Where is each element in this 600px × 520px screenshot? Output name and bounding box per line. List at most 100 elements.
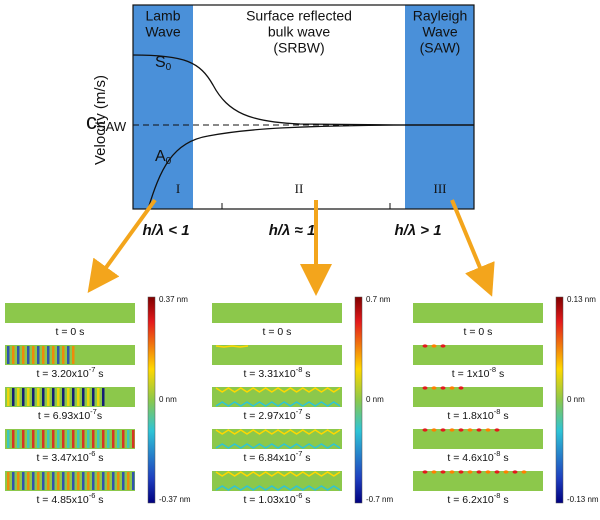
wave-pattern xyxy=(7,472,10,490)
wave-pattern xyxy=(77,472,80,490)
condition: h/λ < 1 xyxy=(142,222,189,239)
wave-pattern xyxy=(122,472,125,490)
wave-pattern xyxy=(215,471,341,477)
wave-pattern xyxy=(82,430,85,448)
time-part: t = 2.97x10 xyxy=(243,410,295,422)
wave-pattern xyxy=(62,430,65,448)
time-label: t = 3.31x10-8 s xyxy=(243,365,310,380)
time-label: t = 0 s xyxy=(464,326,493,338)
time-part: t = 6.93x10 xyxy=(38,410,90,422)
wave-pattern xyxy=(92,388,95,406)
wave-pattern xyxy=(512,470,518,474)
wave-pattern xyxy=(22,388,25,406)
time-label: t = 1.03x10-6 s xyxy=(243,491,310,506)
colorbar xyxy=(354,296,363,504)
time-label: t = 0 s xyxy=(263,326,292,338)
wave-pattern xyxy=(431,344,437,348)
wave-pattern xyxy=(449,386,455,390)
time-part: t = 0 s xyxy=(263,326,292,338)
time-part: t = 4.6x10 xyxy=(447,452,494,464)
time-part: t = 3.47x10 xyxy=(36,452,88,464)
wave-pattern xyxy=(22,472,25,490)
time-part: t = 0 s xyxy=(56,326,85,338)
time-part: -8 xyxy=(494,491,501,500)
scale-min: -0.7 nm xyxy=(366,495,393,504)
time-part: s xyxy=(500,494,508,506)
wave-pattern xyxy=(422,470,428,474)
wave-pattern xyxy=(7,346,10,364)
wave-pattern xyxy=(27,472,30,490)
wave-pattern xyxy=(431,470,437,474)
time-part: -8 xyxy=(489,365,496,374)
time-part: -6 xyxy=(89,449,96,458)
wave-pattern xyxy=(458,470,464,474)
wave-pattern xyxy=(67,472,70,490)
scale-min: -0.37 nm xyxy=(159,495,191,504)
scale-mid: 0 nm xyxy=(567,395,585,404)
wave-pattern xyxy=(27,346,30,364)
s0-main: S xyxy=(155,54,166,71)
time-part: s xyxy=(302,452,310,464)
wave-pattern xyxy=(52,346,55,364)
strip xyxy=(5,303,135,323)
time-label: t = 4.6x10-8 s xyxy=(447,449,508,464)
wave-pattern xyxy=(42,388,45,406)
wave-pattern xyxy=(422,428,428,432)
dispersion-plot: Lamb Wave Surface reflected bulk wave (S… xyxy=(86,4,475,239)
a0-main: A xyxy=(155,148,166,165)
time-part: -7 xyxy=(89,365,96,374)
time-part: s xyxy=(95,494,103,506)
scale-mid: 0 nm xyxy=(159,395,177,404)
wave-pattern xyxy=(87,430,90,448)
wave-pattern xyxy=(117,472,120,490)
wave-pattern xyxy=(22,430,25,448)
time-part: t = 0 s xyxy=(464,326,493,338)
wave-pattern xyxy=(127,430,130,448)
wave-pattern xyxy=(72,388,75,406)
time-part: t = 1.03x10 xyxy=(243,494,295,506)
region-label: Wave xyxy=(145,24,180,40)
wave-pattern xyxy=(122,430,125,448)
strip xyxy=(413,429,543,449)
rayleigh-region xyxy=(405,5,474,209)
wave-pattern xyxy=(72,346,75,364)
region-label: Wave xyxy=(422,24,457,40)
wave-pattern xyxy=(215,429,341,435)
wave-pattern xyxy=(215,345,249,348)
strip xyxy=(413,387,543,407)
wave-pattern xyxy=(132,430,135,448)
a0-label: A0 xyxy=(155,148,172,166)
time-label: t = 6.84x10-7 s xyxy=(243,449,310,464)
wave-pattern xyxy=(32,472,35,490)
time-part: -8 xyxy=(296,365,303,374)
time-label: t = 4.85x10-6 s xyxy=(36,491,103,506)
region-numeral: II xyxy=(295,181,304,196)
wave-pattern xyxy=(47,430,50,448)
panel: t = 0 st = 1x10-8 st = 1.8x10-8 st = 4.6… xyxy=(413,295,599,506)
region-numeral: III xyxy=(434,181,447,196)
wave-pattern xyxy=(485,470,491,474)
y-axis-label: Velocity (m/s) xyxy=(92,75,109,165)
time-part: -8 xyxy=(494,407,501,416)
time-part: -7 xyxy=(296,449,303,458)
wave-pattern xyxy=(97,472,100,490)
region-label: Rayleigh xyxy=(413,8,467,24)
wave-pattern xyxy=(57,472,60,490)
wave-pattern xyxy=(494,470,500,474)
wave-pattern xyxy=(82,388,85,406)
wave-pattern xyxy=(12,472,15,490)
wave-pattern xyxy=(82,472,85,490)
wave-pattern xyxy=(422,344,428,348)
time-label: t = 3.47x10-6 s xyxy=(36,449,103,464)
wave-pattern xyxy=(97,430,100,448)
plot-frame xyxy=(132,4,475,210)
wave-pattern xyxy=(440,470,446,474)
wave-pattern xyxy=(521,470,527,474)
wave-pattern xyxy=(42,346,45,364)
strip xyxy=(413,471,543,491)
colorbar xyxy=(555,296,564,504)
colorbar xyxy=(147,296,156,504)
time-label: t = 6.2x10-8 s xyxy=(447,491,508,506)
wave-pattern xyxy=(37,388,40,406)
